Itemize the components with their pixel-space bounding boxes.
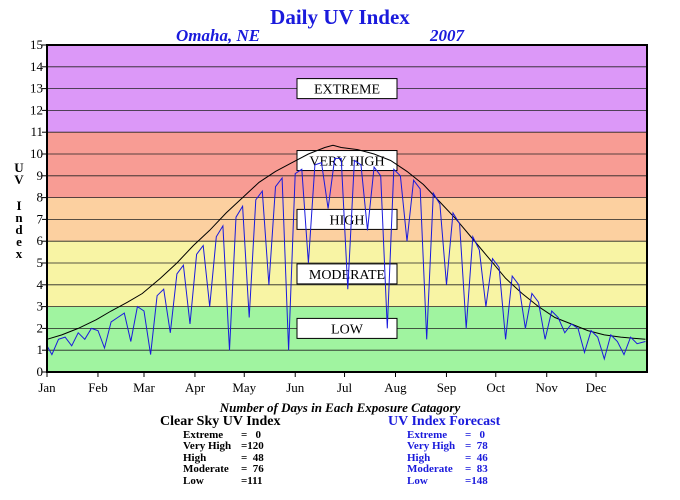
band-low xyxy=(47,306,647,372)
forecast-row-extreme: Extreme = 0 xyxy=(407,428,486,441)
forecast-row-moderate: Moderate = 83 xyxy=(407,463,488,475)
x-tick-label-feb: Feb xyxy=(88,380,108,395)
chart-title: Daily UV Index xyxy=(270,5,410,29)
band-label-low: LOW xyxy=(331,322,364,337)
y-tick-label: 0 xyxy=(37,364,44,379)
y-tick-label: 6 xyxy=(37,233,44,248)
x-tick-label-jul: Jul xyxy=(337,380,353,395)
clear-sky-row-extreme: Extreme = 0 xyxy=(183,428,262,441)
y-tick-label: 9 xyxy=(37,168,44,183)
y-axis-label-char: x xyxy=(16,246,23,261)
y-tick-label: 10 xyxy=(30,146,43,161)
plot-frame xyxy=(46,44,648,373)
chart-location: Omaha, NE xyxy=(176,26,261,45)
x-tick-label-oct: Oct xyxy=(486,380,505,395)
clear-sky-row-moderate: Moderate = 76 xyxy=(183,463,264,475)
band-label-high: HIGH xyxy=(330,213,365,228)
forecast-stats: UV Index Forecast Extreme = 0 Very High = … xyxy=(388,414,501,487)
y-axis-label-char: n xyxy=(15,210,23,225)
exposure-footnote: Number of Days in Each Exposure Catagory xyxy=(219,400,461,415)
forecast-row-high: High = 46 xyxy=(407,451,488,464)
x-tick-label-sep: Sep xyxy=(437,380,457,395)
forecast-header: UV Index Forecast xyxy=(388,414,501,429)
y-tick-label: 3 xyxy=(37,299,44,314)
y-tick-label: 8 xyxy=(37,190,44,205)
band-label-box xyxy=(296,317,398,339)
y-tick-label: 12 xyxy=(30,102,43,117)
y-tick-label: 7 xyxy=(37,211,44,226)
x-tick-label-may: May xyxy=(232,380,256,395)
x-tick-label-jan: Jan xyxy=(38,380,56,395)
band-label-box xyxy=(296,208,398,230)
y-axis-label-char: U xyxy=(14,160,24,175)
y-axis-label-char: I xyxy=(16,198,21,213)
y-tick-label: 1 xyxy=(37,342,44,357)
y-tick-label: 14 xyxy=(30,59,44,74)
x-tick-label-nov: Nov xyxy=(536,380,559,395)
clear-sky-stats: Clear Sky UV Index Extreme = 0 Very High =… xyxy=(160,414,281,487)
x-tick-label-jun: Jun xyxy=(286,380,305,395)
x-tick-label-dec: Dec xyxy=(586,380,607,395)
y-tick-label: 5 xyxy=(37,255,44,270)
band-label-box xyxy=(296,78,398,100)
band-label-extreme: EXTREME xyxy=(314,83,380,98)
clear-sky-row-low: Low =111 xyxy=(183,474,263,487)
y-tick-label: 15 xyxy=(30,37,43,52)
x-tick-label-aug: Aug xyxy=(384,380,407,395)
y-axis-label-char: e xyxy=(16,234,22,249)
forecast-row-very-high: Very High = 78 xyxy=(407,440,488,452)
y-tick-label: 2 xyxy=(37,320,44,335)
band-label-very-high: VERY HIGH xyxy=(309,155,384,170)
clear-sky-series-line xyxy=(46,144,646,340)
chart-year: 2007 xyxy=(430,26,464,45)
forecast-series-line xyxy=(46,157,646,361)
clear-sky-header: Clear Sky UV Index xyxy=(160,414,281,429)
y-axis-label-char: d xyxy=(15,222,23,237)
y-tick-label: 4 xyxy=(37,277,44,292)
y-tick-label: 13 xyxy=(30,81,43,96)
y-axis-label-char: V xyxy=(14,172,24,187)
x-tick-label-mar: Mar xyxy=(133,380,155,395)
forecast-row-low: Low =148 xyxy=(407,474,488,487)
clear-sky-row-high: High = 48 xyxy=(183,451,264,464)
y-tick-label: 11 xyxy=(30,124,43,139)
x-tick-label-apr: Apr xyxy=(185,380,206,395)
clear-sky-row-very-high: Very High =120 xyxy=(183,440,264,452)
